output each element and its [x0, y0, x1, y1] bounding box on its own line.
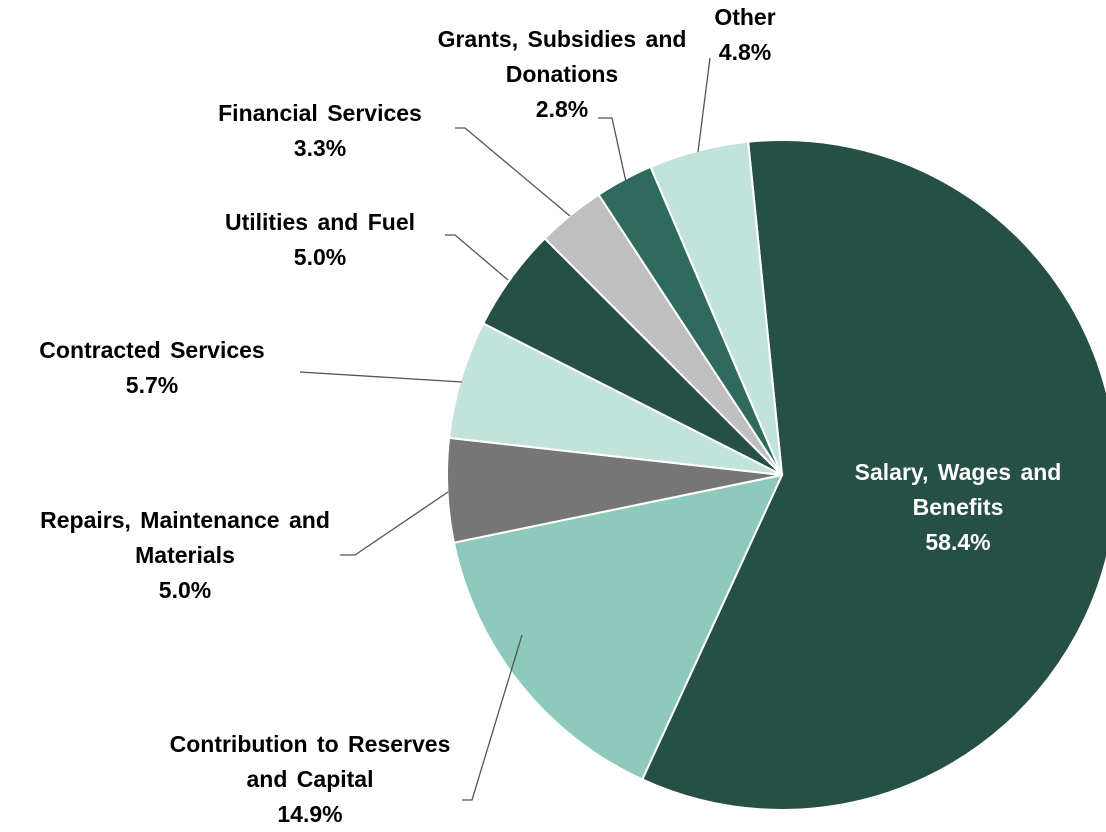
slice-label: Financial Services 3.3%	[175, 96, 465, 166]
pie-slice	[452, 473, 784, 781]
category-label: Repairs, Maintenance and Materials	[40, 507, 330, 568]
category-label: Contribution to Reserves and Capital	[169, 731, 451, 792]
value-label: 5.0%	[293, 244, 347, 270]
leader-line	[445, 234, 509, 281]
category-label: Contracted Services	[39, 337, 265, 363]
category-label: Grants, Subsidies and Donations	[437, 26, 687, 87]
leader-line	[598, 117, 627, 183]
slice-label: Contribution to Reserves and Capital 14.9…	[160, 727, 460, 832]
value-label: 3.3%	[293, 135, 347, 161]
leader-line	[462, 634, 523, 801]
slice-label: Grants, Subsidies and Donations 2.8%	[432, 22, 692, 127]
category-label: Financial Services	[218, 100, 422, 126]
slice-label: Other 4.8%	[685, 0, 805, 70]
value-label: 14.9%	[277, 801, 343, 827]
slice-label: Repairs, Maintenance and Materials 5.0%	[35, 503, 335, 608]
category-label: Utilities and Fuel	[224, 209, 416, 235]
value-label: 4.8%	[718, 39, 772, 65]
value-label: 5.7%	[125, 372, 179, 398]
value-label: 2.8%	[535, 96, 589, 122]
slice-label: Salary, Wages and Benefits 58.4%	[848, 455, 1068, 560]
pie-slice	[640, 139, 1106, 811]
value-label: 5.0%	[158, 577, 212, 603]
leader-line	[340, 491, 449, 556]
category-label: Salary, Wages and Benefits	[854, 459, 1062, 520]
category-label: Other	[714, 4, 776, 30]
slice-label: Utilities and Fuel 5.0%	[190, 205, 450, 275]
slice-label: Contracted Services 5.7%	[0, 333, 312, 403]
leader-line	[299, 371, 463, 383]
leader-line	[455, 127, 571, 217]
leader-line	[697, 57, 711, 153]
value-label: 58.4%	[925, 529, 991, 555]
